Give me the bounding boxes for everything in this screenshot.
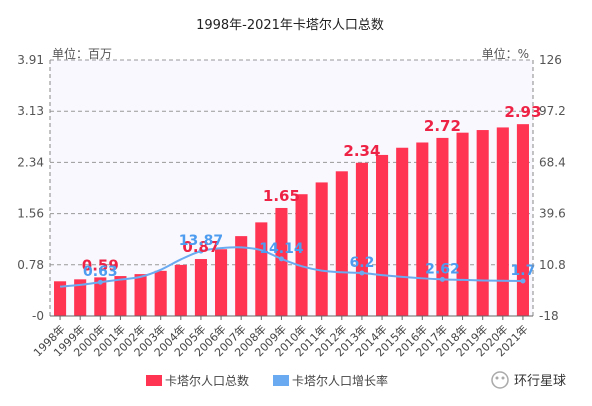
bar-data-label: 2.34	[343, 142, 380, 160]
bar	[54, 281, 67, 316]
line-series	[59, 246, 526, 288]
bar	[456, 132, 469, 316]
line-point	[198, 248, 204, 254]
data-labels: 0.59 0.87 1.65 2.34 2.72 2.93 0.63 13.87 14.14 6.…	[82, 103, 542, 280]
line-data-label: 1.7	[511, 263, 536, 279]
right-tick-label: 126	[539, 53, 562, 67]
bar	[255, 222, 268, 316]
bar	[215, 249, 228, 316]
bar	[396, 147, 409, 316]
watermark-logo-icon	[491, 371, 509, 389]
bar-series	[54, 124, 529, 316]
bar-data-label: 2.93	[504, 103, 541, 121]
right-tick-label: 97.2	[539, 104, 566, 118]
legend: 卡塔尔人口总数 卡塔尔人口增长率	[146, 373, 388, 388]
bar	[235, 236, 248, 316]
right-tick-label: 68.4	[539, 155, 566, 169]
bar	[315, 182, 328, 316]
right-tick-label: 10.8	[539, 258, 566, 272]
line-point	[97, 279, 103, 285]
bar	[154, 270, 167, 316]
plot-background	[50, 60, 533, 316]
bar	[74, 279, 87, 316]
line-data-label: 0.63	[83, 264, 118, 280]
line-data-label: 6.2	[350, 255, 375, 271]
bar	[516, 124, 529, 316]
bar	[114, 276, 127, 316]
right-unit-label: 单位：%	[482, 46, 529, 61]
chart-title: 1998年-2021年卡塔尔人口总数	[196, 18, 384, 33]
bar-data-label: 2.72	[424, 117, 461, 135]
bar	[194, 259, 207, 316]
bar	[295, 194, 308, 316]
legend-swatch-growth	[273, 375, 289, 386]
line-point	[278, 256, 284, 262]
bar	[416, 142, 429, 316]
left-tick-label: 2.34	[17, 155, 44, 169]
bar-data-label: 0.87	[182, 238, 219, 256]
watermark: 环行星球	[491, 371, 566, 389]
line-data-label: 13.87	[179, 233, 223, 249]
left-tick-label: 1.56	[17, 207, 44, 221]
line-data-label: 14.14	[259, 241, 304, 257]
left-unit-label: 单位：百万	[52, 46, 112, 61]
bar-data-label: 1.65	[263, 187, 300, 205]
legend-label-growth: 卡塔尔人口增长率	[292, 373, 388, 388]
legend-swatch-population	[146, 375, 162, 386]
bar	[496, 127, 509, 316]
bar	[476, 130, 489, 316]
bar	[275, 207, 288, 316]
bar	[335, 171, 348, 316]
left-tick-label: 3.91	[17, 53, 44, 67]
bar	[134, 274, 147, 316]
watermark-text: 环行星球	[514, 374, 566, 389]
left-tick-label: 0.78	[17, 258, 44, 272]
legend-label-population: 卡塔尔人口总数	[165, 373, 249, 388]
bar	[94, 277, 107, 316]
left-tick-label: 3.13	[17, 104, 44, 118]
bar	[355, 162, 368, 316]
bar-data-label: 0.59	[82, 256, 119, 274]
bar	[376, 154, 389, 316]
grid-lines	[50, 59, 533, 266]
right-tick-label: 39.6	[539, 207, 566, 221]
bar	[436, 137, 449, 316]
line-point	[359, 270, 365, 276]
line-data-label: 2.62	[425, 261, 460, 277]
line-point	[520, 278, 526, 284]
bar	[174, 264, 187, 316]
line-point	[439, 276, 445, 282]
left-tick-label: -0	[32, 309, 44, 323]
right-tick-label: -18	[539, 309, 559, 323]
